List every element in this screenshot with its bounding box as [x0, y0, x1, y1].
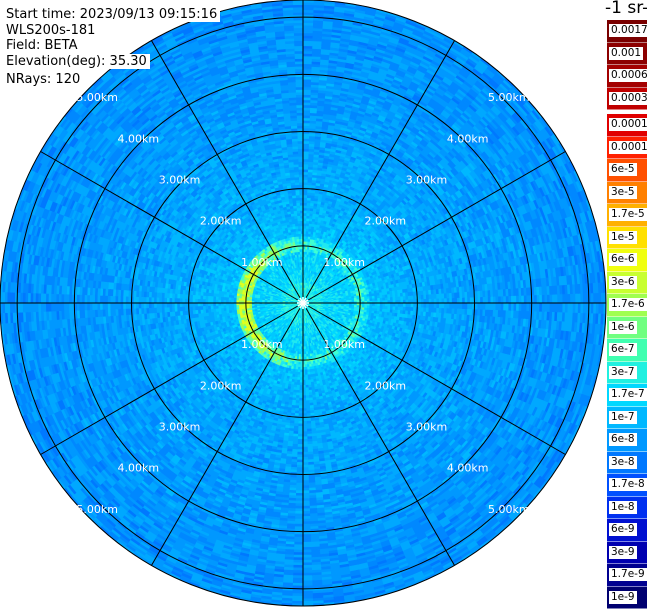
radar-cell	[403, 296, 406, 300]
radar-cell	[437, 298, 440, 303]
radar-cell	[527, 295, 530, 303]
radar-cell	[522, 295, 525, 303]
radar-cell	[475, 297, 478, 303]
radar-cell	[465, 297, 468, 303]
radar-cell	[455, 298, 458, 303]
radar-cell	[491, 296, 494, 303]
radar-cell	[434, 298, 437, 303]
radar-cell	[421, 299, 424, 303]
radar-cell	[401, 300, 404, 304]
radar-cell	[552, 294, 555, 303]
radar-cell	[506, 296, 509, 303]
radar-cell	[460, 297, 463, 303]
radar-cell	[542, 295, 545, 303]
radar-cell	[452, 298, 455, 303]
radar-cell	[442, 298, 445, 303]
radar-cell	[398, 300, 401, 303]
radar-cell	[470, 297, 473, 303]
radar-cell	[457, 298, 460, 304]
radar-cell	[509, 296, 512, 303]
radar-cell	[504, 296, 507, 303]
radar-cell	[426, 299, 429, 303]
radar-cell	[560, 294, 563, 303]
radar-cell	[408, 299, 411, 303]
radar-cell	[444, 298, 447, 303]
radar-cell	[488, 296, 491, 303]
radar-cell	[439, 298, 442, 303]
radar-cell	[480, 297, 483, 303]
radar-cell	[534, 295, 537, 303]
radar-cell	[450, 298, 453, 303]
radar-cell	[532, 295, 535, 303]
radar-cell	[514, 296, 517, 304]
radar-cell	[429, 299, 432, 304]
radar-cell	[406, 299, 409, 303]
radar-cell	[545, 295, 548, 304]
radar-cell	[516, 296, 519, 304]
radar-cell	[424, 299, 427, 303]
radar-cell	[498, 296, 501, 303]
radar-cell	[493, 296, 496, 303]
radar-cell	[403, 299, 406, 303]
radar-cell	[447, 298, 450, 303]
radar-cell	[462, 297, 465, 303]
radar-cell	[414, 299, 417, 303]
radar-cell	[578, 293, 581, 303]
radar-cell	[524, 295, 527, 303]
radar-cell	[496, 296, 499, 303]
radar-cell	[570, 294, 573, 303]
radar-cell	[419, 299, 422, 303]
radar-cell	[550, 294, 553, 303]
radar-cell	[395, 296, 398, 299]
radar-cell	[486, 297, 489, 304]
radar-cell	[432, 298, 435, 303]
radar-cell	[411, 299, 414, 303]
radar-cell	[478, 297, 481, 303]
radar-cell	[468, 297, 471, 303]
